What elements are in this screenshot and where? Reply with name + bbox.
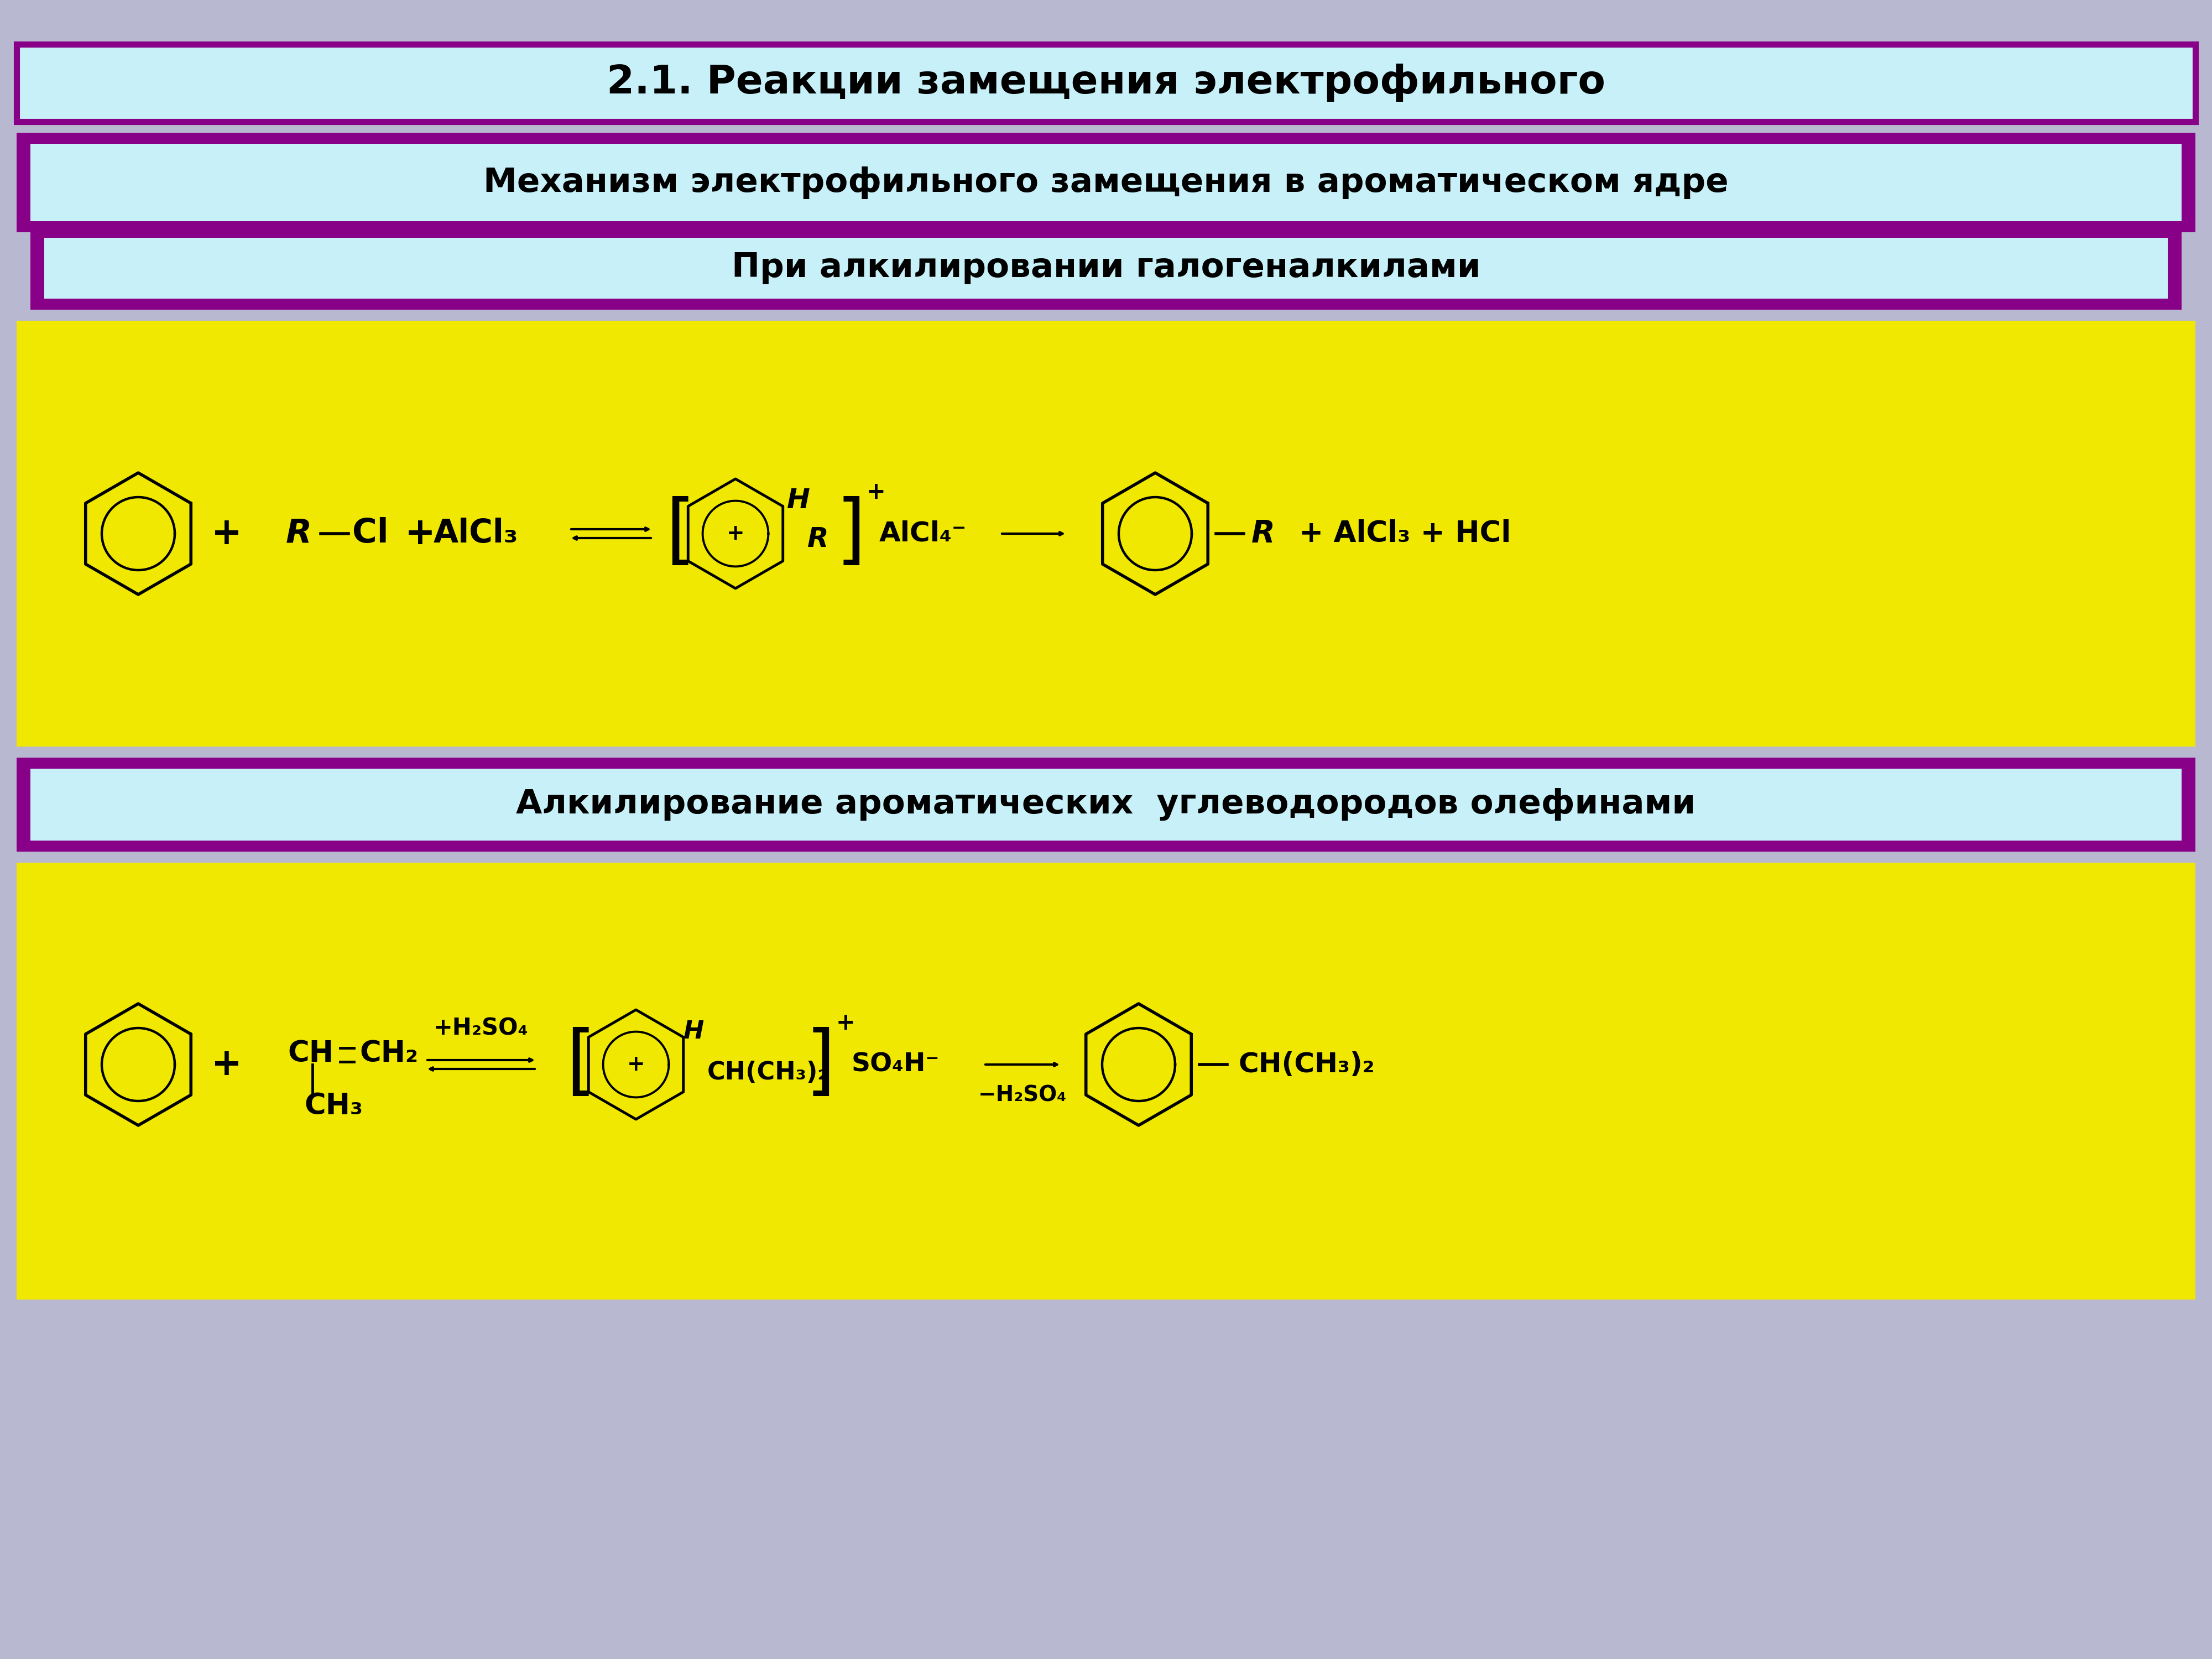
Text: +: +: [626, 1053, 646, 1075]
Text: При алкилировании галогеналкилами: При алкилировании галогеналкилами: [732, 252, 1480, 285]
Text: CH₃: CH₃: [305, 1092, 363, 1120]
Text: +: +: [867, 481, 885, 504]
Text: + AlCl₃ + HCl: + AlCl₃ + HCl: [1298, 519, 1511, 547]
Text: CH₂: CH₂: [358, 1039, 418, 1068]
Text: ]: ]: [805, 1027, 836, 1102]
Text: Механизм электрофильного замещения в ароматическом ядре: Механизм электрофильного замещения в аро…: [484, 166, 1728, 199]
Text: +: +: [726, 523, 745, 544]
Text: AlCl₄⁻: AlCl₄⁻: [878, 521, 967, 547]
Text: +: +: [212, 516, 241, 552]
Text: +: +: [405, 516, 436, 552]
Text: ]: ]: [836, 496, 867, 571]
Text: −H₂SO₄: −H₂SO₄: [978, 1085, 1066, 1105]
Text: H: H: [787, 488, 810, 514]
FancyBboxPatch shape: [18, 133, 2194, 232]
Text: R: R: [807, 526, 830, 552]
Text: 2.1. Реакции замещения электрофильного: 2.1. Реакции замещения электрофильного: [606, 63, 1606, 103]
FancyBboxPatch shape: [18, 758, 2194, 851]
Text: AlCl₃: AlCl₃: [434, 518, 518, 549]
FancyBboxPatch shape: [18, 320, 2194, 747]
Text: Алкилирование ароматических  углеводородов олефинами: Алкилирование ароматических углеводородо…: [515, 788, 1697, 821]
FancyBboxPatch shape: [31, 768, 2181, 841]
FancyBboxPatch shape: [18, 863, 2194, 1299]
Text: R: R: [1252, 519, 1274, 549]
Text: CH(CH₃)₂: CH(CH₃)₂: [1239, 1052, 1374, 1078]
Text: +: +: [212, 1047, 241, 1083]
Text: Cl: Cl: [352, 518, 389, 549]
Text: [: [: [566, 1027, 595, 1102]
Text: [: [: [666, 496, 695, 571]
FancyBboxPatch shape: [31, 227, 2181, 310]
FancyBboxPatch shape: [44, 237, 2168, 299]
Text: CH(CH₃)₂: CH(CH₃)₂: [708, 1062, 830, 1085]
Text: SO₄H⁻: SO₄H⁻: [852, 1052, 940, 1077]
FancyBboxPatch shape: [31, 144, 2181, 221]
FancyBboxPatch shape: [18, 45, 2194, 121]
Text: +H₂SO₄: +H₂SO₄: [434, 1017, 529, 1040]
Text: +: +: [836, 1012, 856, 1035]
Text: H: H: [684, 1019, 703, 1044]
Text: R: R: [285, 518, 312, 549]
Text: CH: CH: [288, 1039, 334, 1068]
